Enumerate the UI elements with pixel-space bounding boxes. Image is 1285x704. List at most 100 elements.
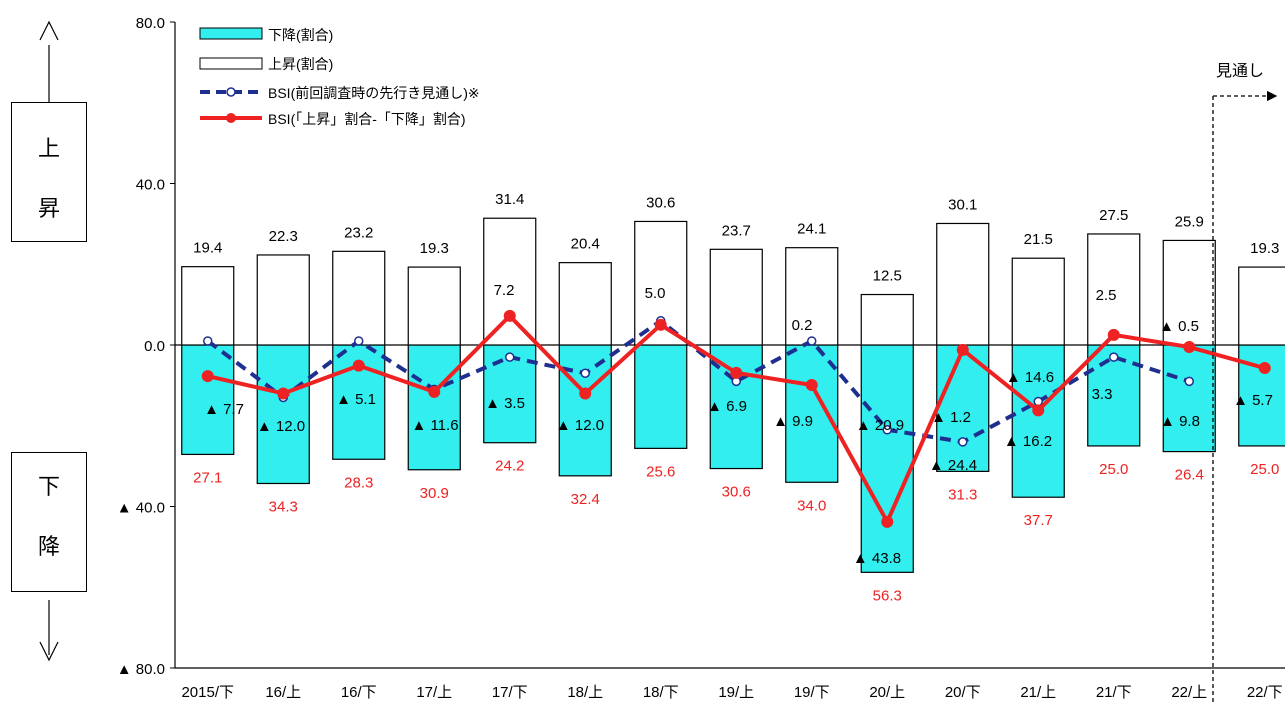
bsi-value-label: 7.2 (494, 282, 515, 299)
x-tick-label: 21/上 (1020, 684, 1056, 701)
x-tick-label: 16/下 (341, 684, 377, 701)
decline-value-label: 37.7 (1024, 512, 1053, 529)
decline-value-label: 34.3 (269, 498, 298, 515)
decline-bar (407, 344, 461, 471)
rise-bar (332, 250, 386, 346)
x-tick-label: 18/下 (643, 684, 679, 701)
x-tick-label: 18/上 (567, 684, 603, 701)
y-tick-label: ▲ 40.0 (117, 500, 165, 517)
decline-value-label: 31.3 (948, 486, 977, 503)
annotation-label: ▲ 9.8 (1160, 413, 1200, 430)
rise-value-label: 23.7 (722, 222, 751, 239)
decline-value-label: 34.0 (797, 497, 826, 514)
decline-value-label: 56.3 (873, 587, 902, 604)
up-label-char-1: 上 (37, 137, 60, 162)
prev-forecast-bsi-point (807, 336, 817, 346)
annotation-label: ▲ 20.9 (856, 417, 904, 434)
bsi-value-label: 2.5 (1096, 287, 1117, 304)
legend-prev-forecast-label: BSI(前回調査時の先行き見通し)※ (268, 85, 480, 101)
bsi-point (956, 343, 969, 356)
decline-value-label: 30.6 (722, 484, 751, 501)
bsi-value-label: ▲ 43.8 (853, 550, 901, 567)
rise-value-label: 22.3 (269, 228, 298, 245)
rise-value-label: 21.5 (1024, 231, 1053, 248)
decline-value-label: 30.9 (420, 485, 449, 502)
decline-bar (1011, 344, 1065, 498)
x-tick-label: 22/下 (1247, 684, 1283, 701)
y-tick-label: ▲ 80.0 (117, 661, 165, 678)
bsi-point (201, 370, 214, 383)
decline-value-label: 25.6 (646, 463, 675, 480)
annotation-label: ▲ 24.4 (929, 457, 977, 474)
legend-decline-swatch (199, 27, 263, 40)
rise-value-label: 25.9 (1175, 213, 1204, 230)
x-tick-label: 16/上 (265, 684, 301, 701)
prev-forecast-bsi-point (1109, 352, 1119, 362)
rise-bar (558, 262, 612, 346)
x-tick-label: 20/上 (869, 684, 905, 701)
decline-bar (634, 344, 688, 449)
decline-bar (1238, 344, 1285, 447)
decline-value-label: 28.3 (344, 474, 373, 491)
decline-bar (558, 344, 612, 477)
bsi-point (503, 309, 516, 322)
annotation-label: 3.3 (1092, 386, 1113, 403)
rise-value-label: 24.1 (797, 221, 826, 238)
bsi-point (352, 359, 365, 372)
y-tick-label: 0.0 (144, 338, 165, 355)
prev-forecast-bsi-point (1033, 396, 1043, 407)
annotation-label: ▲ 3.5 (485, 395, 525, 412)
bsi-value-label: 5.0 (645, 285, 666, 302)
annotation-label: 0.2 (792, 317, 813, 334)
forecast-label: 見通し (1216, 62, 1264, 80)
bsi-value-label: ▲ 6.9 (707, 398, 747, 415)
decline-value-label: 25.0 (1099, 461, 1128, 478)
rise-bar (1238, 266, 1285, 346)
decline-bar (1162, 344, 1216, 453)
rise-value-label: 27.5 (1099, 207, 1128, 224)
legend-rise-label: 上昇(割合) (268, 56, 333, 72)
rise-bar (709, 248, 763, 346)
x-tick-label: 17/下 (492, 684, 528, 701)
legend-decline-label: 下降(割合) (268, 27, 333, 43)
decline-value-label: 26.4 (1175, 467, 1204, 484)
decline-value-label: 32.4 (571, 491, 600, 508)
rise-bar (407, 266, 461, 346)
decline-bar (256, 344, 310, 485)
x-tick-label: 19/上 (718, 684, 754, 701)
bsi-value-label: ▲ 16.2 (1004, 433, 1052, 450)
up-arrow-icon (39, 20, 59, 41)
prev-forecast-bsi-point (882, 425, 892, 435)
rise-value-label: 31.4 (495, 191, 524, 208)
rise-bar (181, 266, 235, 346)
prev-forecast-bsi-point (505, 352, 515, 362)
bsi-point (730, 366, 743, 379)
decline-value-label: 27.1 (193, 469, 222, 486)
x-tick-label: 2015/下 (181, 684, 234, 701)
x-tick-label: 20/下 (945, 684, 981, 701)
bsi-value-label: ▲ 12.0 (257, 418, 305, 435)
bsi-value-label: ▲ 5.1 (336, 391, 376, 408)
decline-value-label: 25.0 (1250, 461, 1279, 478)
bsi-value-label: ▲ 11.6 (411, 417, 458, 434)
rise-bar (256, 254, 310, 346)
bsi-value-label: ▲ 5.7 (1233, 392, 1273, 409)
rise-value-label: 23.2 (344, 224, 373, 241)
bsi-value-label: ▲ 9.9 (773, 413, 813, 430)
bsi-point (881, 515, 894, 528)
up-label-char-2: 昇 (37, 197, 60, 222)
rise-bar (483, 217, 537, 346)
rise-value-label: 12.5 (873, 268, 902, 285)
prev-forecast-bsi-point (203, 336, 213, 346)
rise-bar (785, 247, 839, 346)
bsi-point (579, 387, 592, 400)
down-label-char-1: 下 (37, 475, 60, 500)
bsi-value-label: ▲ 0.5 (1159, 318, 1199, 335)
rise-bar (1087, 233, 1141, 346)
bsi-point (428, 385, 441, 398)
legend-bsi-marker (226, 113, 236, 123)
bsi-point (654, 318, 667, 331)
x-tick-label: 22/上 (1171, 684, 1207, 701)
decline-bar (181, 344, 235, 456)
